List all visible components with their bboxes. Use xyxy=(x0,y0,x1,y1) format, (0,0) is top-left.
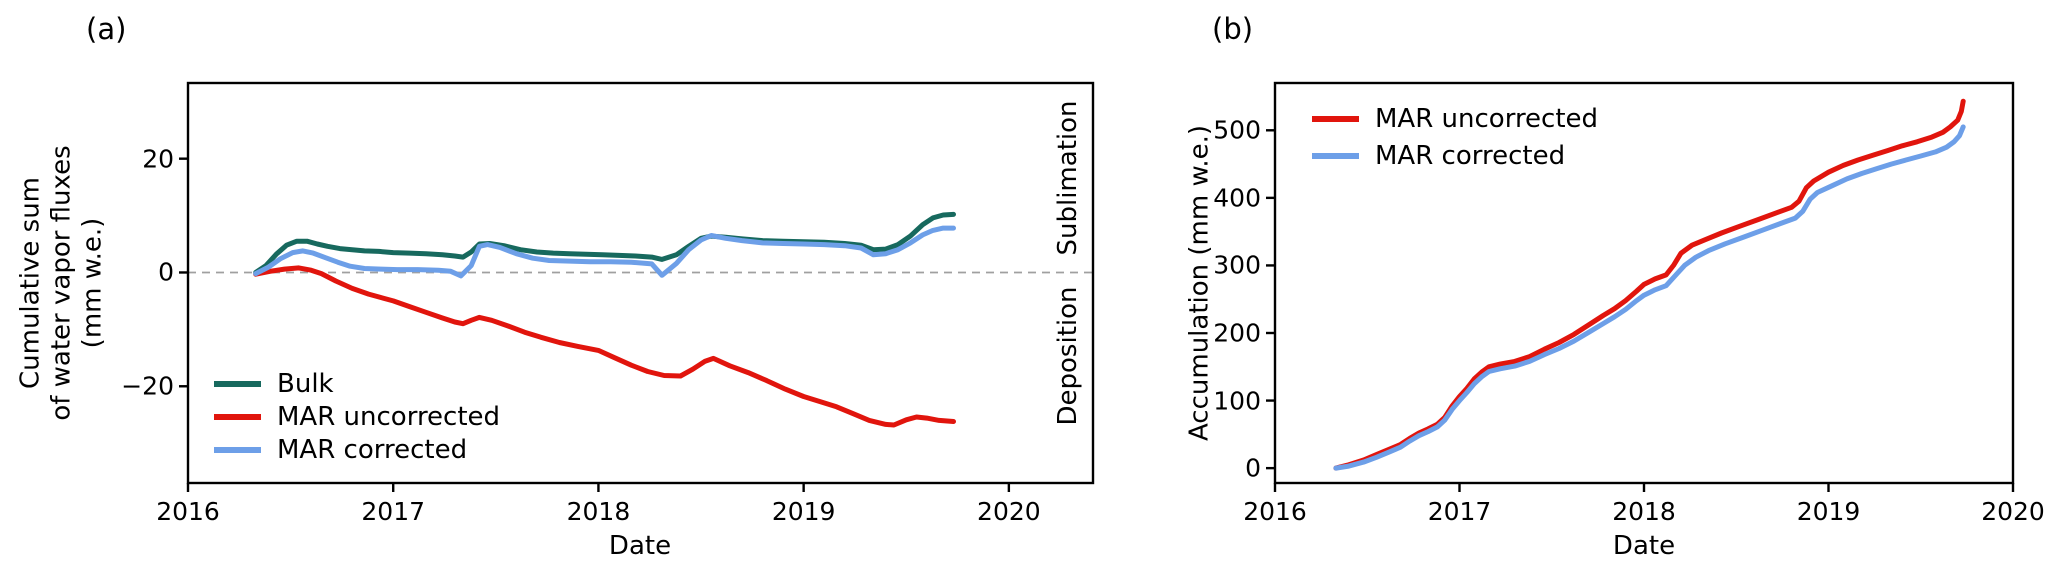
x-tick-label: 2020 xyxy=(1981,497,2045,526)
legend-item-mar-uncorrected: MAR uncorrected xyxy=(214,400,500,433)
bulk-line-swatch xyxy=(214,380,261,387)
legend-label-bulk: Bulk xyxy=(277,368,334,399)
y-tick-label: 300 xyxy=(1213,250,1261,280)
axes-box xyxy=(186,81,1095,485)
panel-b-legend: MAR uncorrected MAR corrected xyxy=(1312,100,1598,174)
panel-b-x-axis-label: Date xyxy=(1612,531,1676,561)
legend-item-mar-uncorrected-b: MAR uncorrected xyxy=(1312,100,1598,137)
x-tick-label: 2019 xyxy=(1796,497,1861,526)
y-tick-label: 500 xyxy=(1213,115,1261,145)
legend-item-mar-corrected-b: MAR corrected xyxy=(1312,137,1598,174)
y-tick-label: 0 xyxy=(1245,453,1261,483)
deposition-annotation: Deposition xyxy=(1053,286,1083,426)
x-tick-label: 2020 xyxy=(977,497,1041,526)
mar-corrected-line-swatch xyxy=(214,446,261,453)
legend-item-mar-corrected: MAR corrected xyxy=(214,433,500,466)
mar-uncorrected-line-swatch-b xyxy=(1312,115,1359,122)
x-tick-label: 2017 xyxy=(1427,497,1492,526)
x-tick-label: 2018 xyxy=(566,497,631,526)
panel-b-title: (b) xyxy=(1212,12,1254,46)
series-line-mar-uncorrected xyxy=(253,265,956,428)
mar-corrected-line-swatch-b xyxy=(1312,152,1359,159)
sublimation-annotation: Sublimation xyxy=(1053,100,1083,256)
legend-label-mar-uncorrected-b: MAR uncorrected xyxy=(1375,103,1599,134)
panel-a-y-axis-label-line1: Cumulative sum xyxy=(15,177,46,390)
x-tick-label: 2019 xyxy=(771,497,836,526)
panel-a-plot xyxy=(179,81,1095,492)
y-tick-label: 0 xyxy=(158,257,174,287)
legend-label-mar-uncorrected: MAR uncorrected xyxy=(277,401,501,432)
series-line-mar-corrected xyxy=(253,225,956,279)
panel-a-title: (a) xyxy=(86,12,127,46)
y-tick-label: 20 xyxy=(142,144,174,174)
legend-label-mar-corrected: MAR corrected xyxy=(277,434,468,465)
y-tick-label: 100 xyxy=(1213,386,1261,416)
y-tick-label: −20 xyxy=(121,371,174,401)
y-tick-label: 200 xyxy=(1213,318,1261,348)
panel-a-legend: Bulk MAR uncorrected MAR corrected xyxy=(214,367,500,466)
panel-a-x-axis-label: Date xyxy=(608,531,672,561)
x-tick-label: 2018 xyxy=(1612,497,1676,526)
x-tick-label: 2016 xyxy=(156,497,220,526)
mar-uncorrected-line-swatch xyxy=(214,413,261,420)
series-line-mar-corrected xyxy=(1333,124,1966,471)
legend-item-bulk: Bulk xyxy=(214,367,500,400)
panel-b-plot xyxy=(1266,81,2015,492)
y-tick-label: 400 xyxy=(1213,183,1261,213)
x-tick-label: 2016 xyxy=(1243,497,1307,526)
legend-label-mar-corrected-b: MAR corrected xyxy=(1375,140,1566,171)
x-tick-label: 2017 xyxy=(361,497,426,526)
